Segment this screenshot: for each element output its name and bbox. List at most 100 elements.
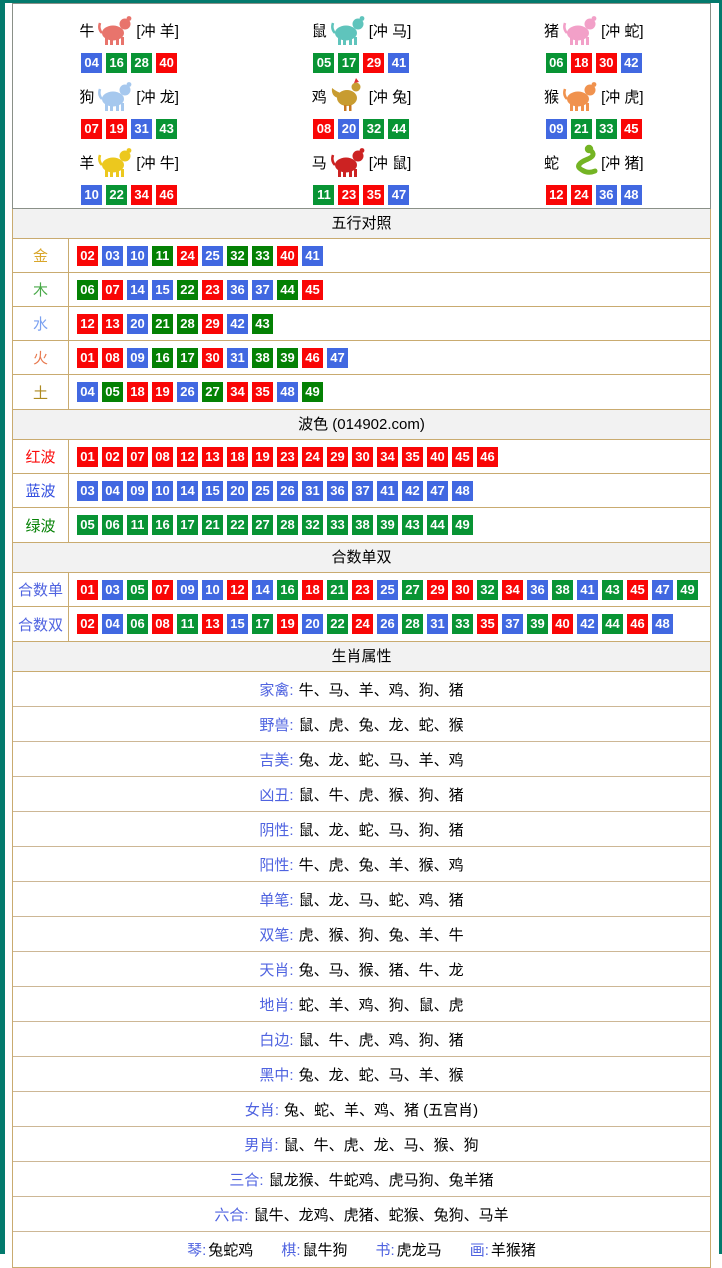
number-ball: 11	[313, 185, 335, 205]
attribute-row-earth: 地肖: 蛇、羊、鸡、狗、鼠、虎	[13, 987, 710, 1022]
attribute-row-sky: 天肖: 兔、马、猴、猪、牛、龙	[13, 952, 710, 987]
attribute-value: 羊猴猪	[490, 1242, 536, 1259]
number-ball: 37	[252, 279, 273, 300]
attribute-value: 鼠牛狗	[302, 1242, 348, 1259]
number-ball: 22	[177, 279, 198, 300]
number-ball: 41	[388, 53, 410, 73]
zodiac-cell-pig: 猪 [冲 蛇] 06 18 30 42	[478, 8, 710, 74]
zodiac-clash-label: [冲 虎]	[601, 88, 644, 106]
number-ball: 31	[302, 480, 323, 501]
number-ball: 36	[327, 480, 348, 501]
wave-color-section: 波色 (014902.com) 红波 01 02 07 08 12 13 18 19 23 24 29…	[12, 410, 711, 543]
number-ball: 35	[252, 382, 273, 402]
zodiac-cell-ox: 牛 [冲 羊] 04 16 28 40	[13, 8, 245, 74]
number-ball: 29	[327, 446, 348, 467]
dog-icon	[94, 76, 136, 116]
number-ball: 39	[527, 614, 548, 634]
bose-label-green-wave: 绿波	[13, 508, 69, 542]
attribute-value: 鼠、龙、马、蛇、鸡、猪	[298, 891, 464, 909]
number-ball: 47	[327, 347, 348, 368]
number-ball: 20	[227, 480, 248, 501]
number-ball: 23	[352, 579, 373, 600]
number-ball: 44	[277, 279, 298, 300]
attribute-value: 兔、马、猴、猪、牛、龙	[298, 961, 464, 979]
zodiac-cell-goat: 羊 [冲 牛] 10 22 34 46	[13, 140, 245, 206]
number-ball: 43	[156, 119, 178, 139]
number-ball: 11	[152, 245, 173, 266]
number-ball: 42	[227, 313, 248, 334]
attribute-label: 白边:	[259, 1031, 294, 1049]
animal-icon	[330, 16, 365, 45]
wuxing-row-wood: 木 06 07 14 15 22 23 36 37 44 45	[13, 273, 710, 307]
number-ball: 46	[477, 446, 498, 467]
number-ball: 39	[377, 515, 398, 535]
zodiac-name: 蛇	[544, 154, 560, 172]
five-elements-section: 五行对照 金 02 03 10 11 24 25 32 33 40 41 木 06 07 14 15 22 23 3…	[12, 209, 711, 410]
attribute-row-auspicious: 吉美: 兔、龙、蛇、马、羊、鸡	[13, 742, 710, 777]
attribute-value: 鼠、牛、虎、猴、狗、猪	[298, 786, 464, 804]
attribute-label: 天肖:	[259, 961, 294, 979]
number-ball: 32	[477, 579, 498, 600]
number-ball: 07	[127, 446, 148, 467]
bose-label-blue-wave: 蓝波	[13, 474, 69, 507]
zodiac-cell-dog: 狗 [冲 龙] 07 19 31 43	[13, 74, 245, 140]
number-ball: 28	[402, 614, 423, 634]
zodiac-name: 鼠	[311, 22, 327, 40]
animal-icon	[330, 148, 365, 177]
number-ball: 10	[202, 579, 223, 600]
heshu-numbers: 02 04 06 08 11 13 15 17 19 20 22 24 26 28 31 33 35 37 39 40…	[69, 607, 675, 641]
number-ball: 12	[77, 313, 98, 334]
zodiac-name: 狗	[79, 88, 95, 106]
number-ball: 07	[102, 279, 123, 300]
five-elements-rows: 金 02 03 10 11 24 25 32 33 40 41 木 06 07 14 15 22 23 36 37 44…	[13, 239, 710, 409]
number-ball: 27	[252, 515, 273, 535]
wuxing-numbers: 06 07 14 15 22 23 36 37 44 45	[69, 273, 325, 306]
number-ball: 06	[77, 279, 98, 300]
number-ball: 05	[102, 382, 123, 402]
number-ball: 42	[620, 53, 642, 73]
number-ball: 45	[452, 446, 473, 467]
number-ball: 44	[388, 119, 410, 139]
attribute-row-qin-qi-shu-hua: 琴: 兔蛇鸡 棋: 鼠牛狗 书: 虎龙马 画: 羊猴猪	[13, 1232, 710, 1267]
snake-icon	[576, 144, 598, 175]
attribute-pair: 琴: 兔蛇鸡	[187, 1239, 253, 1260]
number-ball: 34	[377, 446, 398, 467]
number-ball: 07	[152, 579, 173, 600]
attribute-value: 鼠、牛、虎、龙、马、猴、狗	[283, 1136, 479, 1154]
wuxing-label-fire: 火	[13, 341, 69, 374]
number-ball: 18	[302, 579, 323, 600]
number-ball: 48	[652, 614, 673, 634]
attribute-row-yang: 阳性: 牛、虎、兔、羊、猴、鸡	[13, 847, 710, 882]
number-ball: 43	[402, 515, 423, 535]
number-ball: 11	[177, 614, 198, 634]
zodiac-numbers: 07 19 31 43	[13, 119, 245, 139]
sum-odd-even-title: 合数单双	[13, 543, 710, 573]
number-ball: 36	[527, 579, 548, 600]
number-ball: 41	[377, 480, 398, 501]
number-ball: 22	[327, 614, 348, 634]
zodiac-cell-header: 马 [冲 鼠]	[245, 140, 477, 184]
attribute-label: 棋:	[281, 1242, 301, 1259]
number-ball: 19	[106, 119, 128, 139]
attribute-row-domestic: 家禽: 牛、马、羊、鸡、狗、猪	[13, 672, 710, 707]
number-ball: 42	[577, 614, 598, 634]
bose-row-green-wave: 绿波 05 06 11 16 17 21 22 27 28 32 33 38 39 43 44 49	[13, 508, 710, 542]
number-ball: 35	[363, 185, 385, 205]
attribute-label: 男肖:	[244, 1136, 279, 1154]
number-ball: 02	[77, 245, 98, 266]
number-ball: 23	[338, 185, 360, 205]
zodiac-cell-monkey: 猴 [冲 虎] 09 21 33 45	[478, 74, 710, 140]
rat-icon	[327, 10, 369, 50]
number-ball: 45	[620, 119, 642, 139]
number-ball: 24	[177, 245, 198, 266]
attribute-value: 蛇、羊、鸡、狗、鼠、虎	[298, 996, 464, 1014]
number-ball: 41	[302, 245, 323, 266]
rooster-icon	[331, 78, 361, 111]
attribute-label: 家禽:	[259, 681, 294, 699]
attribute-label: 黑中:	[259, 1066, 294, 1084]
number-ball: 44	[427, 515, 448, 535]
number-ball: 48	[620, 185, 642, 205]
attribute-label: 女肖:	[244, 1101, 279, 1119]
number-ball: 01	[77, 579, 98, 600]
attribute-value: 牛、马、羊、鸡、狗、猪	[298, 681, 464, 699]
